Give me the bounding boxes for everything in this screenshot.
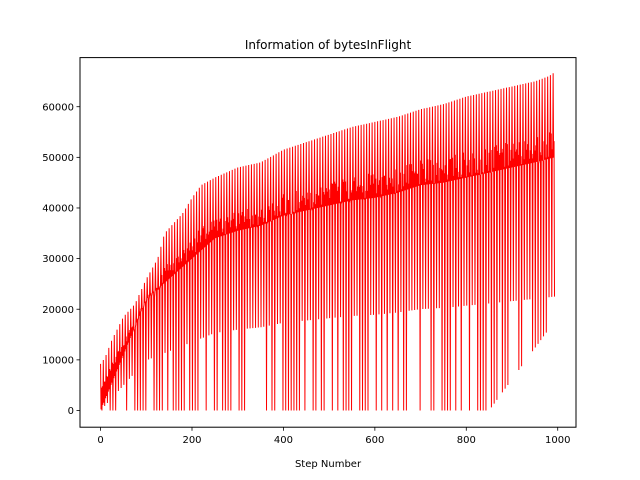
x-tick-label: 600	[365, 435, 384, 446]
series-line	[100, 73, 556, 411]
x-tick-label: 200	[182, 435, 201, 446]
plot-frame	[79, 57, 577, 428]
y-tick-label: 20000	[42, 305, 74, 316]
y-tick-label: 50000	[42, 153, 74, 164]
x-tick-label: 400	[274, 435, 293, 446]
y-tick-label: 10000	[42, 355, 74, 366]
y-tick-label: 40000	[42, 204, 74, 215]
x-tick-label: 1000	[545, 435, 570, 446]
x-tick-label: 0	[97, 435, 103, 446]
series-group	[100, 73, 556, 411]
y-tick-label: 0	[68, 406, 74, 417]
x-tick-label: 800	[457, 435, 476, 446]
chart-title: Information of bytesInFlight	[245, 38, 412, 52]
x-axis-label: Step Number	[295, 459, 362, 470]
x-axis: 0 200 400 600 800 1000	[97, 427, 570, 446]
y-tick-label: 30000	[42, 254, 74, 265]
y-tick-label: 60000	[42, 102, 74, 113]
y-axis: 0 10000 20000 30000 40000 50000 60000	[42, 102, 80, 417]
